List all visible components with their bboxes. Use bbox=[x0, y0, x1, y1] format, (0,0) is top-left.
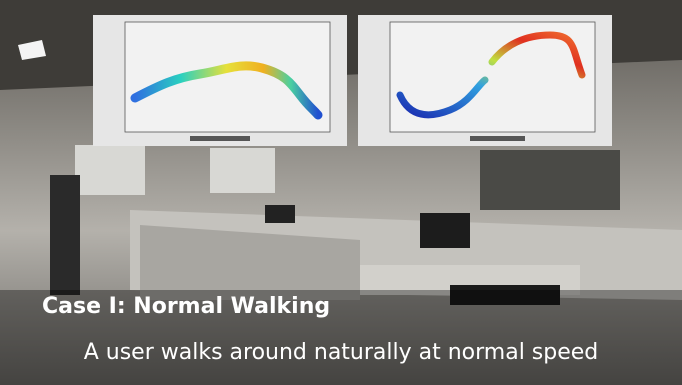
monitor bbox=[420, 213, 470, 248]
monitor bbox=[265, 205, 295, 223]
plot-panel-right bbox=[358, 15, 612, 146]
video-frame: Case I: Normal Walking A user walks arou… bbox=[0, 0, 682, 385]
scene bbox=[0, 0, 682, 385]
whiteboard bbox=[75, 145, 145, 195]
caption-title: Case I: Normal Walking bbox=[42, 294, 330, 319]
plot-panel-left bbox=[93, 15, 347, 146]
whiteboard bbox=[210, 148, 275, 193]
stand bbox=[50, 175, 80, 295]
caption-subtitle: A user walks around naturally at normal … bbox=[0, 340, 682, 365]
window bbox=[480, 150, 620, 210]
